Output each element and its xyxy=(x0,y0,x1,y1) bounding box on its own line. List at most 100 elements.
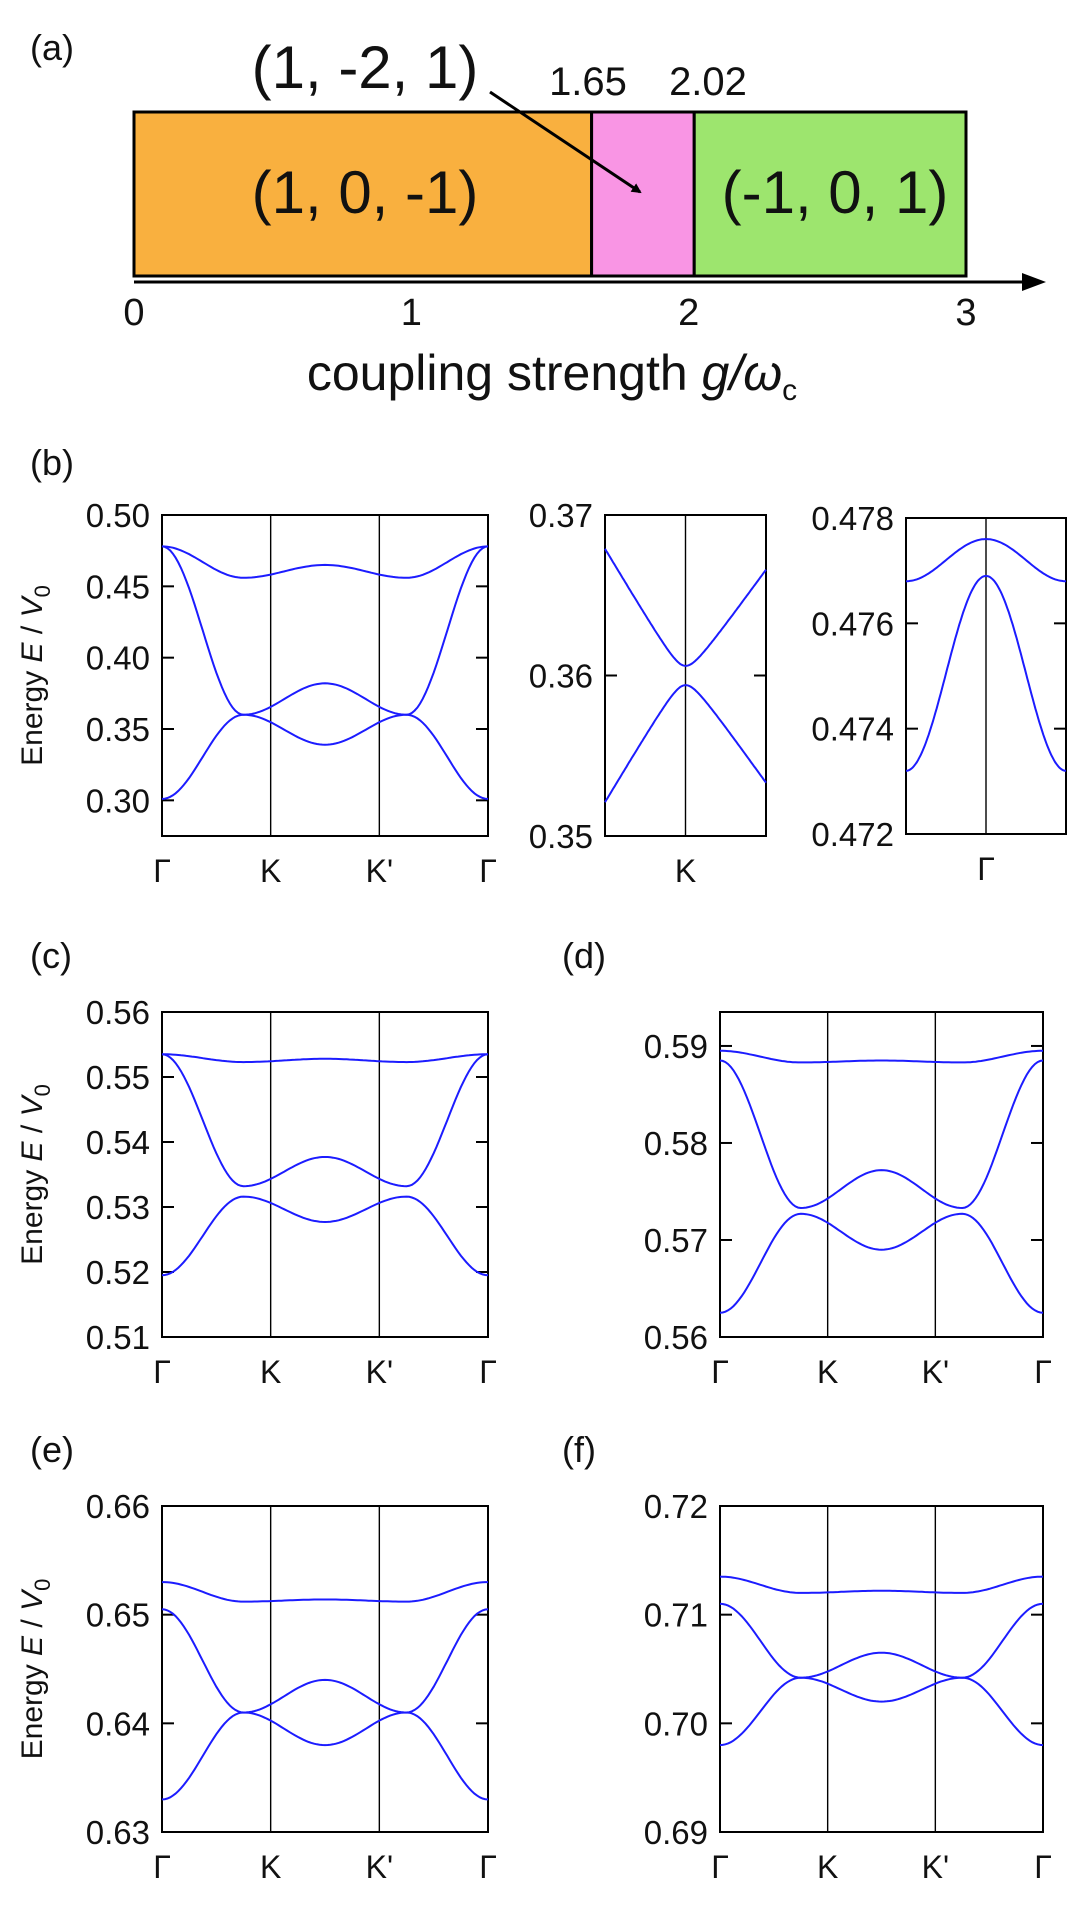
y-tick-label: 0.478 xyxy=(811,500,894,537)
band-curve-0 xyxy=(604,548,767,667)
band-curve-2 xyxy=(161,713,489,800)
x-tick-label: Γ xyxy=(479,853,497,889)
band-curve-2 xyxy=(719,1212,1044,1314)
band-curve-1 xyxy=(161,1608,489,1714)
y-tick-label: 0.53 xyxy=(86,1189,150,1226)
band-curve-2 xyxy=(161,1195,489,1277)
plot-frame xyxy=(161,1505,489,1833)
y-tick-label: 0.66 xyxy=(86,1488,150,1525)
y-tick-label: 0.56 xyxy=(86,994,150,1031)
y-tick-label: 0.476 xyxy=(811,605,894,642)
panel-f-letter: (f) xyxy=(562,1429,596,1470)
y-tick-label: 0.472 xyxy=(811,816,894,853)
plot-frame xyxy=(161,1011,489,1338)
band-curve-1 xyxy=(719,1602,1044,1679)
band-curve-2 xyxy=(161,1711,489,1801)
panel-b-inset-gamma: Γ 0.472 0.474 0.476 0.478 xyxy=(811,500,1067,887)
phase-regions: (1, 0, -1) (-1, 0, 1) (1, -2, 1) 1.65 2.02 xyxy=(132,34,968,278)
y-tick-label: 0.70 xyxy=(644,1705,708,1742)
y-tick-label: 0.474 xyxy=(811,711,894,748)
panel-a: (a) (1, 0, -1) (-1, 0, 1) (1, -2, 1) 1.65 2.… xyxy=(30,27,1046,407)
phase-callout-label: (1, -2, 1) xyxy=(252,34,479,101)
panel-e-letter: (e) xyxy=(30,1429,74,1470)
y-tick-label: 0.72 xyxy=(644,1488,708,1525)
x-tick-label: Γ xyxy=(479,1354,497,1390)
y-tick-label: 0.58 xyxy=(644,1125,708,1162)
x-tick-label: Γ xyxy=(1034,1354,1052,1390)
plot-frame xyxy=(161,514,489,837)
phase-axis-arrowhead xyxy=(1022,273,1046,291)
x-tick-label: K xyxy=(817,1849,838,1885)
panel-a-letter: (a) xyxy=(30,27,74,68)
band-curve-0 xyxy=(719,1575,1044,1594)
x-tick-label: K xyxy=(260,1849,281,1885)
phase-axis-tick-label: 2 xyxy=(678,292,699,334)
x-tick-label: Γ xyxy=(479,1849,497,1885)
panel-d-band-plot: Γ K K' Γ0.560.570.580.59 xyxy=(644,1011,1052,1390)
y-tick-label: 0.50 xyxy=(86,497,150,534)
phase-region-0 xyxy=(132,110,594,278)
phase-axis-ticks: 0 1 2 3 xyxy=(123,292,976,334)
band-curve-1 xyxy=(719,1059,1044,1210)
y-tick-label: 0.64 xyxy=(86,1705,150,1742)
y-tick-label: 0.65 xyxy=(86,1597,150,1634)
y-tick-label: 0.35 xyxy=(529,818,593,855)
band-curve-0 xyxy=(162,1581,488,1603)
panel-b-inset-k: K 0.35 0.36 0.37 xyxy=(529,497,767,889)
panel-f-band-plot: Γ K K' Γ0.690.700.710.72 xyxy=(644,1488,1052,1885)
y-tick-label: 0.63 xyxy=(86,1814,150,1851)
y-tick-label: 0.71 xyxy=(644,1597,708,1634)
x-tick-label: K' xyxy=(366,1354,393,1390)
phase-axis-tick-label: 0 xyxy=(123,292,144,334)
x-tick-label: K' xyxy=(366,853,393,889)
x-tick-label: K' xyxy=(922,1849,949,1885)
y-axis-label: Energy E / V0 xyxy=(16,585,55,766)
boundary-label: 2.02 xyxy=(669,60,747,104)
panel-b-letter: (b) xyxy=(30,442,74,483)
x-tick-label: Γ xyxy=(153,1354,171,1390)
y-tick-label: 0.36 xyxy=(529,658,593,695)
y-tick-label: 0.37 xyxy=(529,497,593,534)
x-tick-label: K xyxy=(260,853,281,889)
y-tick-label: 0.40 xyxy=(86,640,150,677)
plot-frame xyxy=(719,1505,1044,1833)
plot-frame xyxy=(719,1011,1044,1338)
x-tick-label: Γ xyxy=(153,1849,171,1885)
band-curve-1 xyxy=(161,545,489,716)
y-axis-label: Energy E / V0 xyxy=(16,1579,55,1760)
phase-region-label: (-1, 0, 1) xyxy=(722,159,949,226)
band-curve-0 xyxy=(720,1049,1043,1064)
phase-region-2 xyxy=(692,110,968,278)
phase-axis-label: coupling strength g/ωc xyxy=(307,345,797,407)
band-curve-0 xyxy=(906,538,1066,583)
band-curve-0 xyxy=(162,1053,488,1064)
y-tick-label: 0.57 xyxy=(644,1222,708,1259)
callout-arrow xyxy=(489,90,642,194)
y-tick-label: 0.59 xyxy=(644,1028,708,1065)
band-curve-1 xyxy=(161,1053,489,1188)
x-tick-label: K xyxy=(260,1354,281,1390)
boundary-label: 1.65 xyxy=(549,60,627,104)
x-tick-label: K' xyxy=(366,1849,393,1885)
y-tick-label: 0.35 xyxy=(86,711,150,748)
y-tick-label: 0.52 xyxy=(86,1254,150,1291)
panel-c-letter: (c) xyxy=(30,935,72,976)
x-tick-label: Γ xyxy=(977,851,995,887)
phase-region-1 xyxy=(590,110,696,278)
y-tick-label: 0.56 xyxy=(644,1319,708,1356)
x-tick-label: K xyxy=(817,1354,838,1390)
x-tick-label: Γ xyxy=(1034,1849,1052,1885)
phase-axis-tick-label: 3 xyxy=(955,292,976,334)
x-tick-label: K' xyxy=(922,1354,949,1390)
y-tick-label: 0.54 xyxy=(86,1124,150,1161)
y-tick-label: 0.51 xyxy=(86,1319,150,1356)
band-curve-1 xyxy=(905,574,1067,772)
x-tick-label: Γ xyxy=(711,1849,729,1885)
phase-region-label: (1, 0, -1) xyxy=(252,159,479,226)
y-tick-label: 0.55 xyxy=(86,1059,150,1096)
x-tick-label: Γ xyxy=(153,853,171,889)
y-tick-label: 0.30 xyxy=(86,782,150,819)
